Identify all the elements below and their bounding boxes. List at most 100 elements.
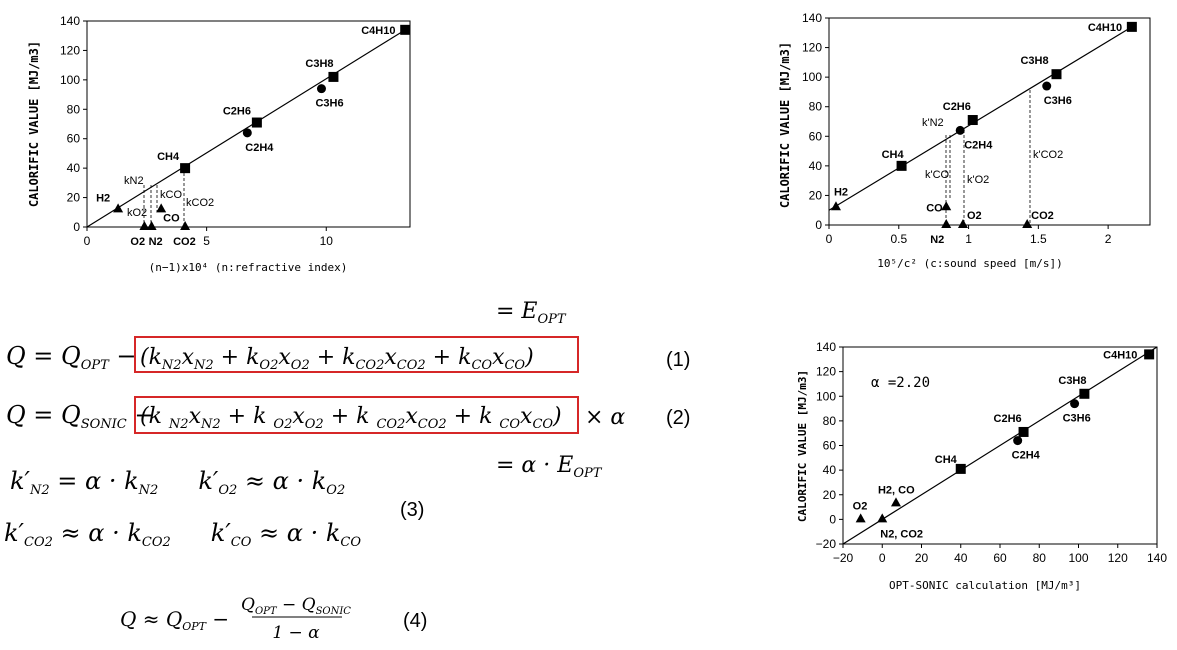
y-tick-label: 60 (67, 132, 81, 146)
y-tick-label: 140 (816, 340, 836, 354)
point-circle (1013, 436, 1023, 446)
point-triangle (855, 513, 866, 523)
y-tick-label: 80 (823, 414, 837, 428)
point-triangle (890, 497, 901, 507)
y-tick-label: 120 (60, 43, 80, 57)
x-axis-label: OPT-SONIC calculation [MJ/m³] (889, 579, 1081, 592)
point-square (967, 115, 978, 126)
point-label: C2H4 (1012, 450, 1041, 462)
point-label: C2H6 (223, 106, 251, 118)
y-tick-label: 100 (60, 73, 80, 87)
equation-4-number: (4) (403, 610, 427, 632)
point-label: C3H6 (315, 98, 343, 110)
x-tick-label: 0 (879, 551, 886, 565)
equation-4-denominator: 1 − α (272, 623, 320, 643)
x-tick-label: 1.5 (1030, 232, 1047, 246)
k-n2-label: kN2 (124, 175, 144, 187)
point-circle (1070, 399, 1080, 409)
k-o2-prime-label: k'O2 (967, 174, 989, 186)
point-label: H2 (96, 192, 110, 204)
y-tick-label: 120 (816, 365, 836, 379)
chart-2-k-annotations: k'N2 k'CO k'O2 k'CO2 (922, 90, 1063, 225)
x-tick-label: 1 (965, 232, 972, 246)
x-tick-label: 20 (915, 551, 929, 565)
y-tick-label: 60 (809, 129, 823, 143)
x-tick-label: 0 (84, 234, 91, 248)
point-label: C3H6 (1063, 413, 1091, 425)
y-tick-label: 100 (802, 70, 822, 84)
y-tick-label: 20 (823, 488, 837, 502)
x-tick-label: 40 (954, 551, 968, 565)
y-axis-label: CALORIFIC VALUE [MJ/m3] (778, 42, 792, 208)
point-square (180, 163, 191, 174)
point-square (955, 463, 966, 474)
k-n2-prime-label: k'N2 (922, 117, 944, 129)
y-tick-label: 140 (60, 14, 80, 28)
x-tick-label: 2 (1105, 232, 1112, 246)
equation-4-lhs: Q ≈ QOPT − (120, 607, 229, 633)
y-tick-label: 60 (823, 439, 837, 453)
point-label: C3H6 (1044, 95, 1072, 107)
x-axis-label: (n−1)x10⁴ (n:refractive index) (149, 261, 348, 274)
point-label: O2 (967, 210, 982, 222)
equation-1-bracket: (kN2xN2 + kO2xO2 + kCO2xCO2 + kCOxCO) (140, 345, 534, 373)
k-co-prime-label: k'CO (925, 169, 950, 181)
point-triangle (113, 203, 124, 213)
x-tick-label: 140 (1147, 551, 1167, 565)
fit-line (842, 346, 1158, 545)
point-square (1018, 426, 1029, 437)
point-label: C2H4 (964, 139, 993, 151)
point-triangle (830, 201, 841, 211)
alpha-annotation: α =2.20 (871, 375, 930, 391)
point-triangle (139, 221, 150, 230)
chart-1: 0 20 40 60 80 100 120 140 0 5 10 (n−1)x10⁴ (n:refra… (27, 14, 411, 274)
equation-3-line-2: k′CO2 ≈ α · kCO2 k′CO ≈ α · kCO (4, 519, 361, 550)
alpha-e-opt-subscript: OPT (573, 466, 602, 481)
point-circle (955, 125, 965, 135)
equation-1-number: (1) (666, 349, 690, 371)
y-tick-label: 40 (67, 161, 81, 175)
point-label: CO2 (173, 236, 196, 248)
point-square (328, 71, 339, 82)
point-label: C4H10 (1103, 349, 1137, 361)
point-triangle (877, 513, 888, 523)
y-tick-label: 40 (823, 463, 837, 477)
y-tick-label: 140 (802, 11, 822, 25)
point-triangle (941, 219, 952, 228)
y-tick-label: 80 (809, 100, 823, 114)
point-label: C4H10 (1088, 22, 1122, 34)
e-opt-label: = EOPT (496, 299, 567, 327)
point-label: C2H6 (943, 101, 971, 113)
equation-3-number: (3) (400, 499, 424, 521)
alpha-e-opt-label: = α · EOPT (496, 453, 603, 481)
point-triangle (156, 203, 167, 213)
fit-line (828, 26, 1133, 211)
equations: = EOPT Q = QOPT − (kN2xN2 + kO2xO2 + kCO2… (4, 299, 690, 643)
point-label: CO (163, 212, 180, 224)
point-label: O2 (853, 500, 868, 512)
point-label: C3H8 (305, 58, 333, 70)
equation-1-lhs: Q = QOPT − (6, 342, 137, 373)
point-label: N2, CO2 (880, 528, 923, 540)
k-co2-label: kCO2 (186, 197, 214, 209)
point-label: H2 (834, 186, 848, 198)
fit-line (86, 29, 406, 228)
point-label: O2 (130, 236, 145, 248)
plot-area (86, 20, 411, 228)
y-axis-label: CALORIFIC VALUE [MJ/m3] (796, 370, 809, 522)
y-tick-label: 0 (815, 218, 822, 232)
chart-1-k-annotations: kN2 kO2 kCO kCO2 (124, 168, 214, 227)
y-tick-label: 80 (67, 102, 81, 116)
point-label: C4H10 (361, 25, 395, 37)
point-triangle (1022, 219, 1033, 228)
k-co2-prime-label: k'CO2 (1033, 149, 1063, 161)
y-tick-label: −20 (816, 537, 837, 551)
point-triangle (146, 221, 157, 230)
point-label: C2H4 (245, 142, 274, 154)
x-tick-label: 0.5 (890, 232, 907, 246)
x-tick-label: −20 (833, 551, 854, 565)
y-tick-label: 120 (802, 41, 822, 55)
y-axis-label: CALORIFIC VALUE [MJ/m3] (27, 41, 41, 207)
y-tick-label: 0 (73, 220, 80, 234)
